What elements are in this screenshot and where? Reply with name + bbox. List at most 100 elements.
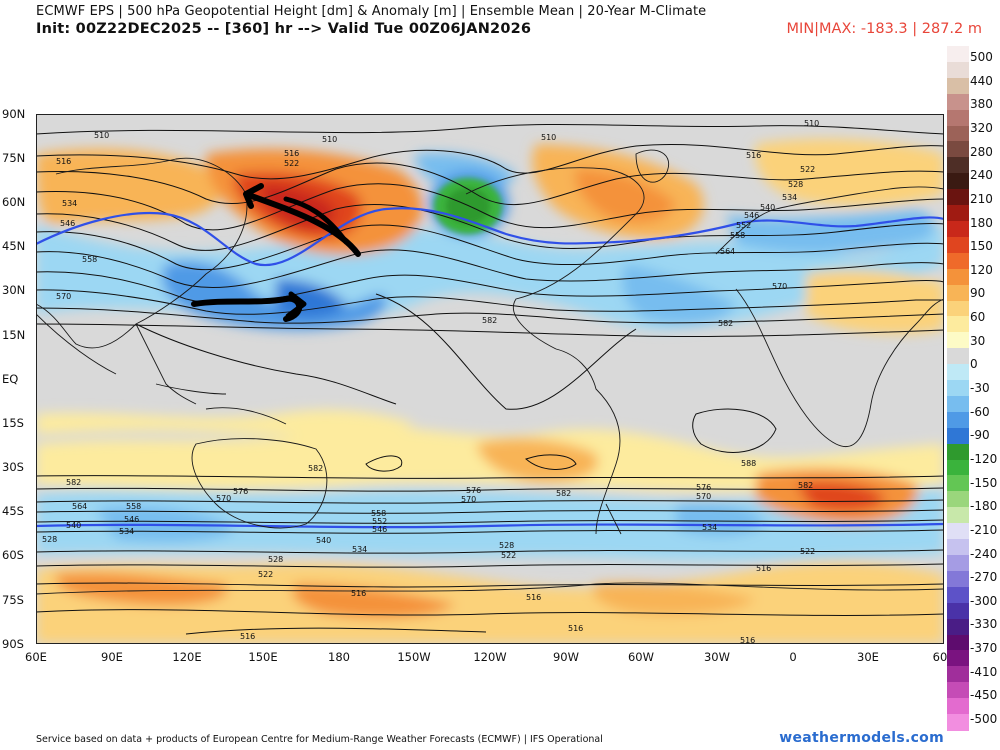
lat-label: 75N bbox=[2, 151, 26, 165]
lon-label: 150W bbox=[397, 650, 431, 664]
colorbar-swatch bbox=[947, 77, 969, 95]
svg-text:516: 516 bbox=[284, 149, 299, 158]
lon-label: 30E bbox=[857, 650, 879, 664]
svg-text:534: 534 bbox=[352, 545, 367, 554]
svg-text:582: 582 bbox=[66, 478, 81, 487]
min-max-readout: MIN|MAX: -183.3 | 287.2 m bbox=[786, 21, 982, 37]
lon-label: 120E bbox=[172, 650, 202, 664]
colorbar-swatch bbox=[947, 93, 969, 111]
brand-link[interactable]: weathermodels.com bbox=[779, 730, 944, 746]
colorbar-label: -270 bbox=[970, 570, 998, 585]
colorbar-swatch bbox=[947, 268, 969, 286]
colorbar-label: 210 bbox=[970, 191, 993, 206]
colorbar-swatch bbox=[947, 61, 969, 79]
colorbar-swatch bbox=[947, 650, 969, 667]
colorbar-swatch bbox=[947, 364, 969, 381]
colorbar-label: -500 bbox=[970, 712, 998, 726]
svg-text:570: 570 bbox=[696, 492, 711, 501]
colorbar-swatch bbox=[947, 125, 969, 143]
lon-label: 0 bbox=[789, 650, 797, 664]
svg-text:510: 510 bbox=[322, 135, 337, 144]
svg-text:582: 582 bbox=[308, 464, 323, 473]
svg-text:516: 516 bbox=[756, 564, 771, 573]
contour-labels: 510 510 510 510 516 516 516 522 522 528 … bbox=[42, 119, 819, 644]
svg-text:546: 546 bbox=[60, 219, 75, 228]
lat-label: 60S bbox=[2, 548, 24, 562]
svg-text:534: 534 bbox=[62, 199, 77, 208]
svg-text:522: 522 bbox=[501, 551, 516, 560]
svg-text:564: 564 bbox=[72, 502, 87, 511]
colorbar-swatch bbox=[947, 173, 969, 190]
svg-text:546: 546 bbox=[372, 525, 387, 534]
colorbar-swatch bbox=[947, 109, 969, 127]
colorbar-swatch bbox=[947, 682, 969, 699]
lat-label: 30S bbox=[2, 460, 24, 474]
colorbar-swatch bbox=[947, 205, 969, 222]
colorbar-label: 380 bbox=[970, 97, 993, 112]
lat-label: 45N bbox=[2, 239, 26, 253]
init-valid-line: Init: 00Z22DEC2025 -- [360] hr --> Valid… bbox=[36, 21, 532, 37]
colorbar-swatch bbox=[947, 157, 969, 174]
colorbar-swatch bbox=[947, 443, 969, 461]
svg-text:528: 528 bbox=[42, 535, 57, 544]
colorbar-label: -90 bbox=[970, 428, 990, 443]
colorbar-label: -450 bbox=[970, 688, 998, 703]
colorbar-label: -240 bbox=[970, 546, 998, 561]
svg-text:588: 588 bbox=[741, 459, 756, 468]
colorbar-label: 320 bbox=[970, 120, 993, 135]
colorbar-label: 500 bbox=[970, 50, 993, 64]
anomaly-map: 510 510 510 510 516 516 516 522 522 528 … bbox=[36, 114, 944, 644]
colorbar-swatch bbox=[947, 189, 969, 206]
annotation-arrows bbox=[191, 183, 361, 322]
svg-text:576: 576 bbox=[466, 486, 481, 495]
colorbar-swatch bbox=[947, 491, 969, 508]
lon-label: 120W bbox=[473, 650, 507, 664]
svg-text:534: 534 bbox=[119, 527, 134, 536]
svg-text:582: 582 bbox=[556, 489, 571, 498]
svg-text:582: 582 bbox=[718, 319, 733, 328]
colorbar-label: -300 bbox=[970, 593, 998, 608]
svg-text:510: 510 bbox=[94, 131, 109, 140]
svg-text:540: 540 bbox=[316, 536, 331, 545]
svg-text:552: 552 bbox=[372, 517, 387, 526]
colorbar-label: -60 bbox=[970, 404, 990, 419]
svg-text:516: 516 bbox=[746, 151, 761, 160]
colorbar-swatch bbox=[947, 411, 969, 429]
colorbar-swatch bbox=[947, 475, 969, 492]
svg-text:510: 510 bbox=[804, 119, 819, 128]
coastlines bbox=[36, 149, 944, 595]
colorbar-label: -120 bbox=[970, 451, 998, 466]
lon-label: 90W bbox=[552, 650, 580, 664]
colorbar-label: -410 bbox=[970, 664, 998, 679]
svg-text:564: 564 bbox=[720, 247, 735, 256]
svg-text:570: 570 bbox=[216, 494, 231, 503]
svg-text:516: 516 bbox=[740, 636, 755, 644]
colorbar-swatch bbox=[947, 236, 969, 254]
map-frame bbox=[36, 114, 944, 644]
svg-text:570: 570 bbox=[56, 292, 71, 301]
svg-text:558: 558 bbox=[126, 502, 141, 511]
svg-text:540: 540 bbox=[66, 521, 81, 530]
colorbar bbox=[947, 46, 969, 731]
colorbar-swatch bbox=[947, 141, 969, 158]
lat-label: 30N bbox=[2, 283, 26, 297]
data-credit: Service based on data + products of Euro… bbox=[36, 734, 603, 745]
svg-text:528: 528 bbox=[268, 555, 283, 564]
svg-text:534: 534 bbox=[782, 193, 797, 202]
lat-label: 45S bbox=[2, 504, 24, 518]
colorbar-label: 280 bbox=[970, 144, 993, 159]
colorbar-swatch bbox=[947, 316, 969, 333]
svg-text:528: 528 bbox=[499, 541, 514, 550]
colorbar-swatch bbox=[947, 427, 969, 445]
colorbar-swatch bbox=[947, 252, 969, 270]
colorbar-swatch bbox=[947, 602, 969, 620]
colorbar-label: 440 bbox=[970, 73, 993, 88]
colorbar-label: 60 bbox=[970, 310, 986, 325]
map-title: ECMWF EPS | 500 hPa Geopotential Height … bbox=[36, 4, 707, 19]
colorbar-label: -330 bbox=[970, 617, 998, 632]
svg-text:582: 582 bbox=[482, 316, 497, 325]
svg-text:546: 546 bbox=[124, 515, 139, 524]
lat-label: 15S bbox=[2, 416, 24, 430]
colorbar-swatch bbox=[947, 634, 969, 652]
svg-text:516: 516 bbox=[240, 632, 255, 641]
